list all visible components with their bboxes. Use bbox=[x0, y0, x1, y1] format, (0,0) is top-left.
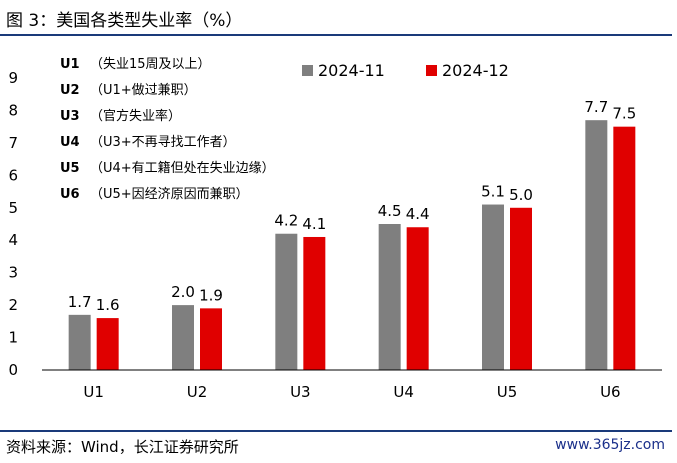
data-label: 4.2 bbox=[274, 212, 298, 230]
bar-2024-12-U6 bbox=[613, 126, 636, 371]
note-row: U5 （U4+有工籍但处在失业边缘） bbox=[60, 156, 275, 182]
y-tick-label: 0 bbox=[8, 361, 18, 379]
source-note: 资料来源：Wind，长江证券研究所 bbox=[6, 438, 239, 456]
y-axis-ticks: 0 1 2 3 4 5 6 7 8 9 bbox=[8, 69, 18, 379]
note-code: U3 bbox=[60, 109, 80, 124]
data-label: 4.1 bbox=[302, 215, 326, 233]
bottom-rule bbox=[0, 430, 672, 432]
data-label: 4.5 bbox=[378, 202, 402, 220]
bar-2024-11-U1 bbox=[68, 314, 91, 370]
top-rule bbox=[0, 34, 672, 36]
data-label: 5.1 bbox=[481, 183, 505, 201]
bar-2024-11-U4 bbox=[378, 224, 401, 370]
bar-2024-12-U5 bbox=[510, 207, 532, 370]
bars bbox=[68, 120, 636, 371]
data-label: 7.7 bbox=[584, 98, 608, 116]
data-label: 2.0 bbox=[171, 283, 195, 301]
note-text: （U1+做过兼职） bbox=[90, 83, 197, 98]
x-tick-label: U2 bbox=[187, 383, 208, 401]
bar-2024-12-U3 bbox=[303, 236, 326, 370]
legend-swatch bbox=[302, 65, 313, 76]
note-text: （U5+因经济原因而兼职） bbox=[90, 187, 249, 202]
legend-swatch bbox=[426, 65, 437, 76]
legend: 2024-11 2024-12 bbox=[302, 61, 509, 80]
note-code: U5 bbox=[60, 161, 80, 176]
data-labels: 1.7 1.6 2.0 1.9 4.2 4.1 4.5 4.4 5.1 5.0 7.7 7.5 bbox=[68, 98, 637, 314]
y-tick-label: 8 bbox=[8, 101, 18, 119]
data-label: 5.0 bbox=[509, 186, 533, 204]
watermark: www.365jz.com bbox=[555, 437, 665, 453]
data-label: 1.6 bbox=[96, 296, 120, 314]
y-tick-label: 2 bbox=[8, 296, 18, 314]
note-code: U2 bbox=[60, 83, 80, 98]
y-tick-label: 6 bbox=[8, 166, 18, 184]
bar-2024-12-U4 bbox=[406, 227, 429, 370]
note-row: U3 （官方失业率） bbox=[60, 104, 275, 130]
note-row: U1 （失业15周及以上） bbox=[60, 52, 275, 78]
x-tick-label: U4 bbox=[393, 383, 414, 401]
legend-label: 2024-12 bbox=[442, 61, 509, 80]
y-tick-label: 4 bbox=[8, 231, 18, 249]
y-tick-label: 3 bbox=[8, 264, 18, 282]
note-text: （U4+有工籍但处在失业边缘） bbox=[90, 161, 275, 176]
note-code: U6 bbox=[60, 187, 80, 202]
note-text: （U3+不再寻找工作者） bbox=[90, 135, 236, 150]
y-tick-label: 7 bbox=[8, 134, 18, 152]
category-notes: U1 （失业15周及以上） U2 （U1+做过兼职） U3 （官方失业率） U4 （U3+不再… bbox=[60, 52, 275, 208]
x-tick-label: U3 bbox=[290, 383, 311, 401]
note-text: （官方失业率） bbox=[90, 109, 182, 124]
bar-2024-11-U5 bbox=[482, 204, 504, 370]
y-tick-label: 1 bbox=[8, 329, 18, 347]
note-code: U4 bbox=[60, 135, 80, 150]
x-tick-label: U1 bbox=[83, 383, 104, 401]
data-label: 1.9 bbox=[199, 286, 223, 304]
bar-2024-11-U3 bbox=[275, 233, 298, 370]
data-label: 4.4 bbox=[406, 205, 430, 223]
note-row: U4 （U3+不再寻找工作者） bbox=[60, 130, 275, 156]
bar-2024-12-U2 bbox=[200, 308, 222, 370]
data-label: 1.7 bbox=[68, 293, 92, 311]
x-tick-label: U6 bbox=[600, 383, 621, 401]
note-text: （失业15周及以上） bbox=[90, 57, 211, 72]
x-axis-ticks: U1 U2 U3 U4 U5 U6 bbox=[83, 383, 620, 401]
bar-2024-11-U6 bbox=[585, 120, 608, 370]
bar-chart: 0 1 2 3 4 5 6 7 8 9 1.7 1.6 2.0 1.9 4.2 4.1 4.5 4.4 5.1 5.… bbox=[8, 61, 662, 401]
data-label: 7.5 bbox=[612, 105, 636, 123]
note-row: U2 （U1+做过兼职） bbox=[60, 78, 275, 104]
x-tick-label: U5 bbox=[497, 383, 518, 401]
bar-2024-12-U1 bbox=[96, 318, 119, 370]
y-tick-label: 5 bbox=[8, 199, 18, 217]
y-tick-label: 9 bbox=[8, 69, 18, 87]
legend-label: 2024-11 bbox=[318, 61, 385, 80]
note-code: U1 bbox=[60, 57, 80, 72]
bar-2024-11-U2 bbox=[172, 305, 194, 370]
note-row: U6 （U5+因经济原因而兼职） bbox=[60, 182, 275, 208]
figure-title: 图 3：美国各类型失业率（%） bbox=[6, 11, 243, 31]
